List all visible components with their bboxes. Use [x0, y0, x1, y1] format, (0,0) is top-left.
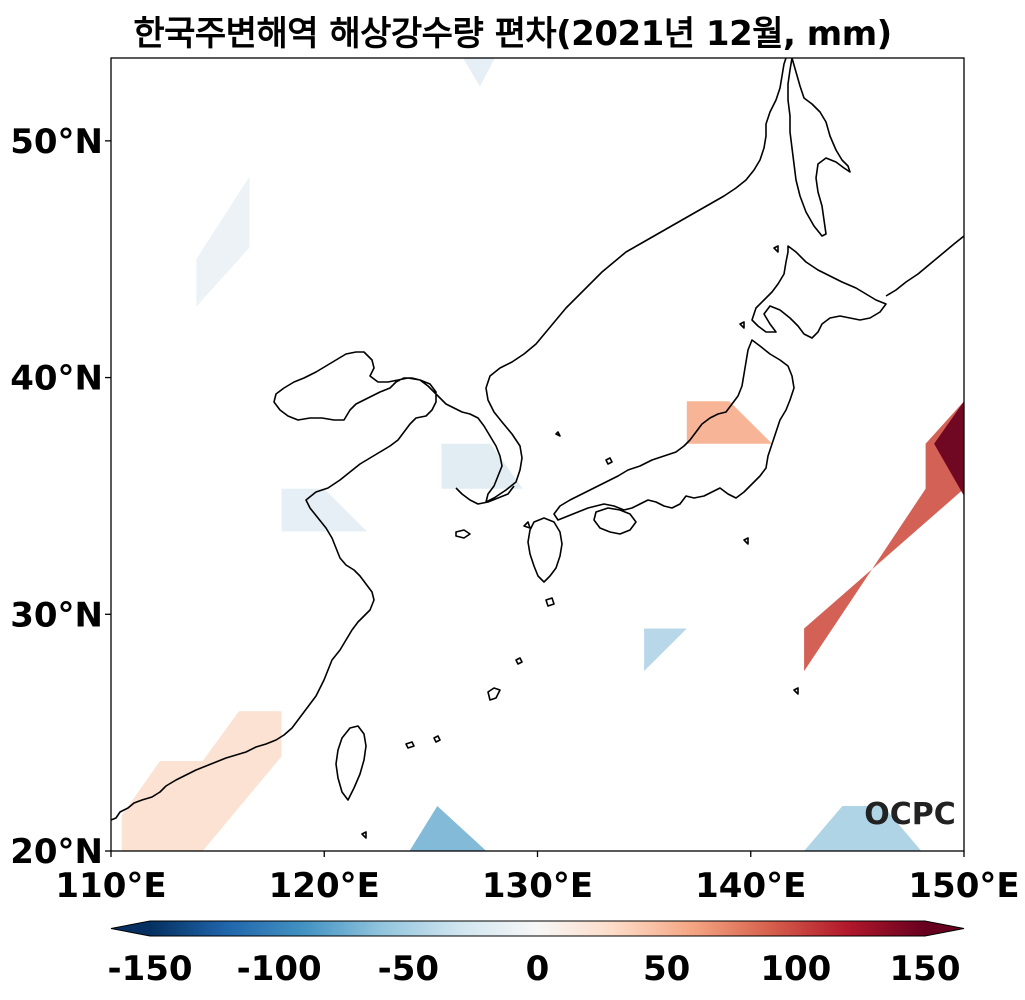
anomaly-patch-east-of-taiwan-south	[409, 806, 487, 851]
island-3	[433, 735, 441, 743]
anomaly-patch-south-china-coast	[121, 711, 282, 851]
island-1	[515, 657, 523, 665]
x-axis-ticks: 110°E 120°E 130°E 140°E 150°E	[55, 851, 1020, 906]
colorbar-ticks: -150 -100 -50 0 50 100 150	[107, 949, 960, 989]
shikoku-coastline	[593, 507, 637, 535]
coastline-layer	[111, 58, 964, 839]
island-4	[545, 597, 555, 607]
korea-south-coast	[455, 485, 515, 505]
island-9	[739, 321, 745, 329]
hokkaido-coastline	[751, 245, 887, 339]
island-11	[793, 687, 799, 695]
anomaly-patch-pacific-edge-strong	[934, 401, 964, 496]
okinawa-coastline	[487, 687, 501, 701]
colorbar-gradient	[150, 921, 925, 936]
y-tick-label: 30°N	[10, 595, 103, 635]
island-2	[405, 741, 415, 749]
colorbar-tick-label: 0	[526, 949, 550, 989]
island-8	[361, 831, 367, 839]
colorbar-tick-label: -100	[237, 949, 322, 989]
x-tick-label: 110°E	[55, 866, 166, 906]
colorbar-outline	[110, 920, 965, 937]
anomaly-patch-south-of-japan	[644, 628, 687, 672]
colorbar-tick-label: -150	[107, 949, 192, 989]
island-6	[555, 431, 561, 437]
anomaly-patch-northwest-open-sea	[196, 176, 250, 307]
jeju-coastline	[455, 529, 471, 539]
colorbar-tick-label: 50	[643, 949, 690, 989]
ocpc-watermark: OCPC	[864, 797, 956, 832]
colorbar-tick-label: -50	[378, 949, 439, 989]
island-12	[773, 245, 779, 253]
y-tick-label: 40°N	[10, 359, 103, 399]
island-10	[743, 537, 749, 545]
sakhalin-coastline	[787, 58, 851, 237]
colorbar-tick-label: 150	[890, 949, 961, 989]
x-tick-label: 150°E	[908, 866, 1019, 906]
anomaly-patch-east-sea-japan-coast	[686, 401, 773, 444]
anomaly-layer	[121, 58, 964, 851]
island-7	[605, 457, 613, 465]
x-tick-label: 130°E	[482, 866, 593, 906]
honshu-coastline	[553, 339, 795, 521]
anomaly-patch-east-sea-north	[462, 58, 495, 87]
mainland-coastline	[111, 58, 787, 821]
colorbar: -150 -100 -50 0 50 100 150	[107, 920, 965, 989]
taiwan-coastline	[335, 725, 367, 801]
colorbar-extend-low	[111, 921, 150, 936]
y-tick-label: 50°N	[10, 122, 103, 162]
anomaly-patch-yellow-sea	[281, 488, 367, 532]
anomaly-patch-northwest-pacific-band	[804, 401, 964, 672]
anomaly-patch-korea-strait	[441, 443, 523, 489]
colorbar-extend-high	[925, 921, 964, 936]
x-tick-label: 140°E	[695, 866, 806, 906]
anomaly-patch-southeast-corner	[804, 806, 922, 851]
kyushu-coastline	[527, 517, 563, 583]
map-title: 한국주변해역 해상강수량 편차(2021년 12월, mm)	[133, 14, 892, 54]
island-5	[523, 521, 531, 529]
y-tick-label: 20°N	[10, 832, 103, 872]
kuril-coastline	[885, 235, 964, 297]
y-axis-ticks: 20°N 30°N 40°N 50°N	[10, 122, 111, 872]
colorbar-tick-label: 100	[760, 949, 831, 989]
x-tick-label: 120°E	[269, 866, 380, 906]
